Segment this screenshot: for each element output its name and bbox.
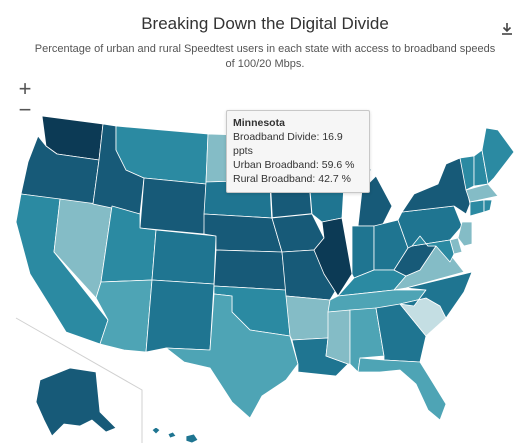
state-tooltip: Minnesota Broadband Divide: 16.9 ppts Ur…: [226, 110, 370, 193]
state-rhode-island[interactable]: [483, 199, 493, 213]
state-new-jersey[interactable]: [457, 221, 473, 247]
state-texas[interactable]: [165, 293, 299, 419]
state-alaska[interactable]: [35, 367, 117, 437]
state-colorado[interactable]: [151, 229, 217, 285]
state-north-carolina[interactable]: [399, 271, 473, 319]
page-subtitle: Percentage of urban and rural Speedtest …: [34, 43, 496, 70]
state-maine[interactable]: [481, 127, 515, 185]
state-connecticut[interactable]: [469, 199, 485, 217]
page-title: Breaking Down the Digital Divide: [141, 14, 389, 33]
state-hawaii[interactable]: [151, 426, 199, 443]
state-new-york[interactable]: [401, 157, 471, 215]
state-massachusetts[interactable]: [465, 183, 499, 203]
state-kansas[interactable]: [213, 249, 287, 291]
state-wyoming[interactable]: [139, 177, 207, 235]
state-arkansas[interactable]: [285, 295, 331, 341]
tooltip-rural-value: 42.7 %: [318, 173, 351, 185]
download-icon[interactable]: [500, 22, 514, 36]
tooltip-urban-label: Urban Broadband:: [233, 159, 319, 171]
tooltip-urban-row: Urban Broadband: 59.6 %: [233, 158, 363, 172]
tooltip-state-name: Minnesota: [233, 117, 285, 129]
tooltip-divide-label: Broadband Divide:: [233, 131, 320, 143]
tooltip-rural-label: Rural Broadband:: [233, 173, 316, 185]
tooltip-rural-row: Rural Broadband: 42.7 %: [233, 172, 363, 186]
state-nebraska[interactable]: [203, 213, 283, 253]
tooltip-divide-row: Broadband Divide: 16.9 ppts: [233, 130, 363, 158]
state-mississippi[interactable]: [325, 309, 351, 365]
state-new-mexico[interactable]: [145, 279, 215, 353]
state-missouri[interactable]: [281, 249, 337, 301]
zoom-out-button[interactable]: −: [18, 97, 32, 122]
state-florida[interactable]: [357, 357, 447, 421]
zoom-in-button[interactable]: +: [18, 76, 32, 101]
state-illinois[interactable]: [313, 217, 353, 297]
state-maryland[interactable]: [411, 235, 455, 263]
tooltip-urban-value: 59.6 %: [321, 159, 355, 171]
inset-divider: [15, 317, 143, 443]
tooltip-divide-value: 16.9 ppts: [233, 131, 343, 157]
state-indiana[interactable]: [351, 225, 375, 279]
